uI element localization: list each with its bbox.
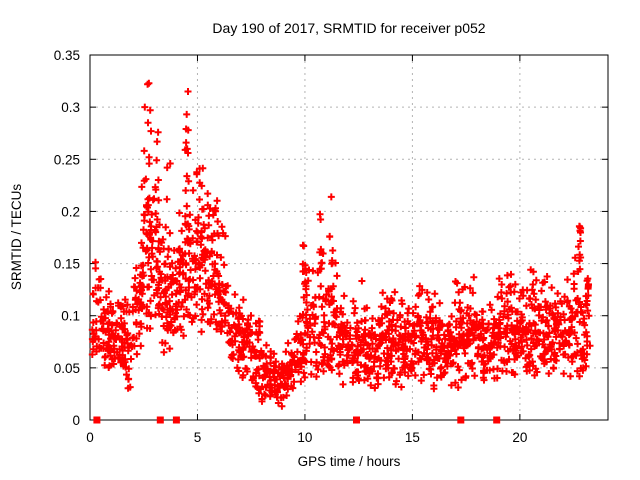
zero-value-square [172,416,180,424]
y-tick-label: 0 [72,413,80,428]
zero-value-square [353,416,360,424]
zero-value-square [93,416,101,424]
x-tick-label: 10 [297,430,312,445]
y-tick-label: 0.1 [61,309,80,324]
zero-value-square [156,416,164,424]
x-axis-label: GPS time / hours [298,454,401,469]
zero-value-markers [93,416,501,424]
plot-border [89,54,609,421]
x-tick-label: 5 [194,430,202,445]
y-tick-label: 0.35 [54,48,80,63]
x-tick-label: 15 [405,430,420,445]
y-tick-label: 0.2 [61,204,80,219]
tick-labels: 0 5 10 15 20 0 0.05 0.1 0.15 0.2 0.25 0.3 0.35 [54,48,528,445]
y-tick-label: 0.15 [54,257,80,272]
chart-title: Day 190 of 2017, SRMTID for receiver p05… [212,20,485,36]
y-tick-label: 0.05 [54,361,80,376]
y-tick-label: 0.3 [61,100,80,115]
zero-value-square [493,416,501,424]
data-point-markers [88,79,594,410]
x-tick-label: 0 [86,430,94,445]
scatter-points [88,79,594,410]
grid-lines [90,55,608,420]
axis-ticks [89,54,608,421]
y-axis-label: SRMTID / TECUs [9,184,24,291]
zero-value-square [457,416,465,424]
x-tick-label: 20 [512,430,527,445]
y-tick-label: 0.25 [54,152,80,167]
